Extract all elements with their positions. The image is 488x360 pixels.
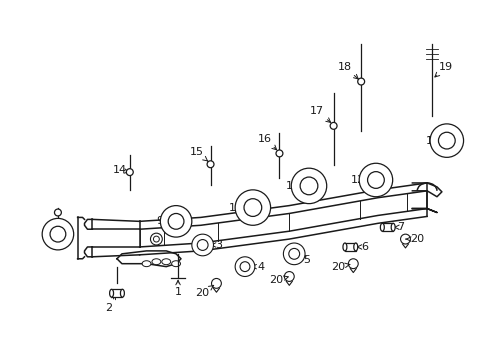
- Circle shape: [235, 257, 254, 276]
- Text: 3: 3: [210, 240, 222, 250]
- Ellipse shape: [380, 223, 384, 231]
- Text: 16: 16: [257, 134, 276, 150]
- Bar: [382, 223, 392, 231]
- Text: 9: 9: [156, 216, 172, 226]
- Ellipse shape: [142, 261, 151, 267]
- Ellipse shape: [152, 259, 161, 265]
- Bar: [344, 243, 355, 251]
- Circle shape: [191, 234, 213, 256]
- Text: 6: 6: [356, 242, 368, 252]
- Text: 20: 20: [195, 285, 213, 298]
- Circle shape: [438, 132, 454, 149]
- Ellipse shape: [171, 261, 180, 267]
- Circle shape: [153, 236, 159, 242]
- Ellipse shape: [162, 259, 170, 265]
- Circle shape: [367, 172, 384, 188]
- Text: 15: 15: [189, 148, 207, 161]
- Text: 20: 20: [269, 275, 288, 285]
- Circle shape: [235, 190, 270, 225]
- Circle shape: [291, 168, 326, 204]
- Circle shape: [206, 161, 214, 168]
- Circle shape: [150, 233, 162, 245]
- Circle shape: [300, 177, 317, 195]
- Circle shape: [240, 262, 249, 271]
- Text: 20: 20: [331, 262, 349, 272]
- Circle shape: [126, 169, 133, 176]
- Text: 8: 8: [41, 229, 54, 239]
- Circle shape: [42, 219, 74, 250]
- Text: 2: 2: [105, 295, 115, 313]
- Ellipse shape: [109, 289, 113, 297]
- Text: 5: 5: [300, 255, 310, 265]
- Text: 7: 7: [393, 222, 403, 232]
- Circle shape: [244, 199, 261, 216]
- Circle shape: [197, 239, 208, 251]
- Circle shape: [275, 150, 283, 157]
- Bar: [111, 289, 122, 297]
- Ellipse shape: [342, 243, 346, 251]
- Text: 18: 18: [337, 62, 358, 79]
- Text: 13: 13: [425, 136, 444, 145]
- Circle shape: [168, 213, 183, 229]
- Text: 20: 20: [405, 234, 424, 244]
- Text: 10: 10: [229, 203, 248, 212]
- Text: 4: 4: [251, 262, 264, 272]
- Ellipse shape: [390, 223, 394, 231]
- Circle shape: [359, 163, 392, 197]
- Text: 19: 19: [434, 62, 452, 77]
- Circle shape: [429, 124, 463, 157]
- Circle shape: [357, 78, 364, 85]
- Circle shape: [329, 122, 336, 129]
- Circle shape: [50, 226, 66, 242]
- Text: 12: 12: [350, 175, 371, 185]
- Circle shape: [160, 206, 191, 237]
- Ellipse shape: [120, 289, 124, 297]
- Circle shape: [288, 248, 299, 259]
- Ellipse shape: [353, 243, 357, 251]
- Circle shape: [54, 209, 61, 216]
- Text: 1: 1: [174, 280, 181, 297]
- Circle shape: [283, 243, 305, 265]
- Text: 17: 17: [309, 106, 330, 122]
- Text: 11: 11: [285, 181, 305, 191]
- Text: 14: 14: [113, 165, 129, 175]
